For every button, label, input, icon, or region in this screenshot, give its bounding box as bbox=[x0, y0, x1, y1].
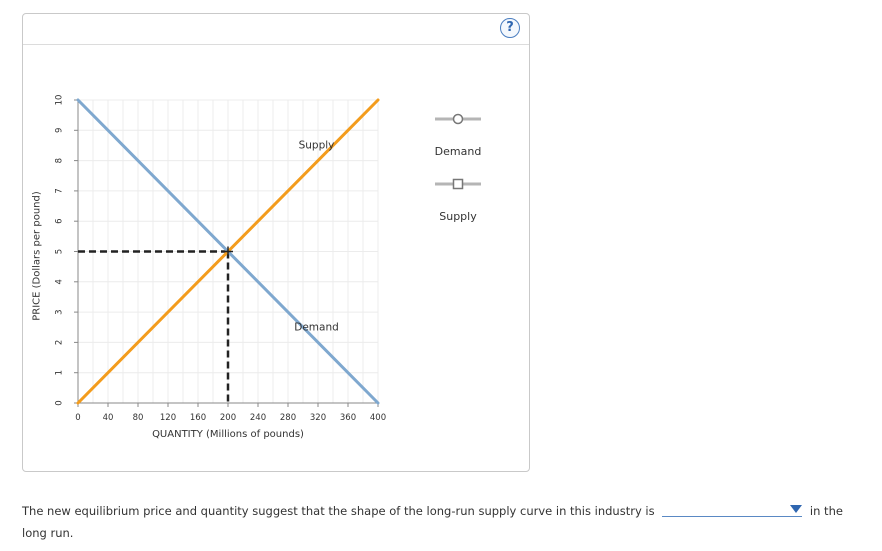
y-tick-label: 1 bbox=[55, 370, 65, 375]
y-tick-label: 0 bbox=[55, 400, 65, 405]
y-tick-label: 2 bbox=[55, 340, 65, 345]
y-tick-label: 9 bbox=[55, 128, 65, 133]
legend-demand-label: Demand bbox=[434, 145, 482, 158]
x-tick-label: 40 bbox=[103, 413, 114, 423]
y-tick-label: 6 bbox=[55, 218, 65, 223]
question-text-after: in the long run. bbox=[22, 504, 843, 540]
legend-supply-label: Supply bbox=[439, 210, 477, 223]
legend-supply-tool[interactable] bbox=[435, 178, 481, 190]
y-tick-label: 10 bbox=[55, 95, 65, 106]
help-button[interactable]: ? bbox=[500, 18, 520, 38]
legend-demand-tool[interactable] bbox=[435, 113, 481, 125]
x-tick-label: 400 bbox=[370, 413, 386, 423]
y-tick-label: 3 bbox=[55, 309, 65, 314]
annotation-supply: Supply bbox=[299, 139, 335, 151]
x-axis-title: QUANTITY (Millions of pounds) bbox=[152, 429, 304, 440]
y-tick-label: 7 bbox=[55, 188, 65, 193]
question-text: The new equilibrium price and quantity s… bbox=[22, 500, 867, 544]
question-text-before: The new equilibrium price and quantity s… bbox=[22, 504, 655, 518]
x-tick-label: 200 bbox=[220, 413, 236, 423]
y-tick-label: 4 bbox=[55, 279, 65, 284]
x-tick-label: 160 bbox=[190, 413, 206, 423]
x-tick-label: 240 bbox=[250, 413, 266, 423]
x-tick-label: 360 bbox=[340, 413, 356, 423]
legend-demand-circle-icon bbox=[452, 113, 464, 125]
x-tick-label: 80 bbox=[133, 413, 144, 423]
legend-supply-square-icon bbox=[452, 178, 464, 190]
dropdown-arrow-icon[interactable] bbox=[790, 505, 803, 513]
annotation-demand: Demand bbox=[294, 321, 339, 333]
y-tick-label: 8 bbox=[55, 158, 65, 163]
supply-curve-shape-dropdown[interactable] bbox=[662, 502, 803, 517]
y-tick-label: 5 bbox=[55, 249, 65, 254]
x-tick-label: 280 bbox=[280, 413, 296, 423]
x-tick-label: 320 bbox=[310, 413, 326, 423]
y-axis-title: PRICE (Dollars per pound) bbox=[31, 191, 43, 321]
panel-header: ? bbox=[23, 14, 529, 45]
x-tick-label: 120 bbox=[160, 413, 176, 423]
x-tick-label: 0 bbox=[75, 413, 80, 423]
